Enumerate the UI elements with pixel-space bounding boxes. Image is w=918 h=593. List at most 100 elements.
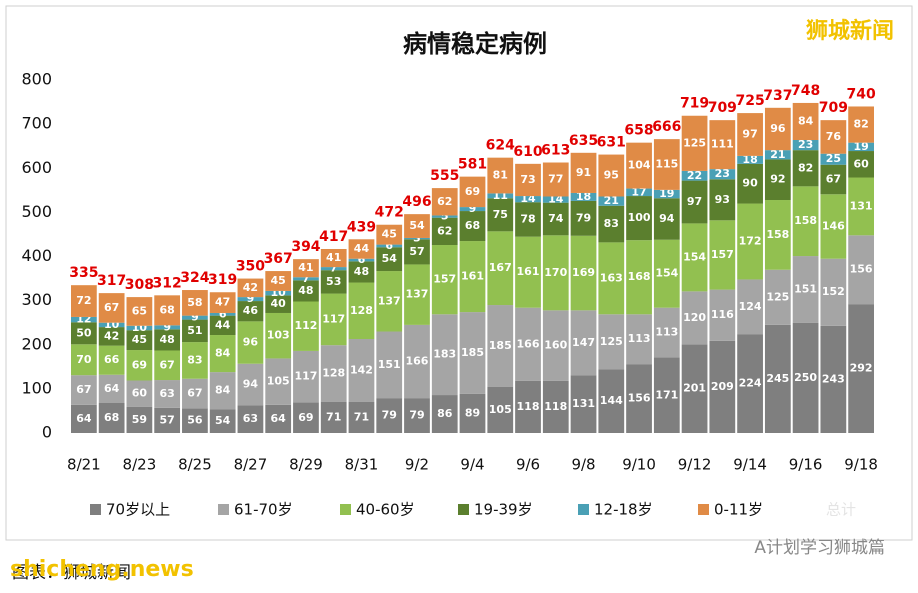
- bar-segment: [653, 307, 680, 358]
- bar-segment: [348, 339, 375, 402]
- segment-label: 75: [493, 208, 508, 221]
- bar-segment: [182, 290, 208, 316]
- bar-segment: [681, 170, 708, 181]
- bar-segment: [792, 150, 819, 187]
- bar-segment: [459, 241, 486, 313]
- segment-label: 46: [243, 304, 259, 317]
- segment-label: 41: [298, 261, 313, 274]
- bar-segment: [126, 406, 153, 433]
- bar-segment: [515, 380, 541, 433]
- segment-label: 76: [826, 130, 842, 143]
- segment-label: 6: [385, 239, 393, 252]
- bar-segment: [737, 113, 763, 156]
- bar-segment: [737, 279, 763, 335]
- watermark: shicheng.news: [10, 557, 194, 582]
- legend-swatch: [340, 504, 351, 515]
- segment-label: 21: [604, 194, 619, 207]
- segment-label: 58: [187, 296, 202, 309]
- segment-label: 5: [441, 210, 449, 223]
- bar-segment: [764, 324, 791, 433]
- bar-segment: [404, 264, 430, 325]
- x-tick-label: 9/8: [571, 456, 595, 474]
- segment-label: 60: [132, 387, 148, 400]
- segment-label: 90: [742, 177, 758, 190]
- x-tick-label: 9/12: [678, 456, 712, 474]
- segment-label: 146: [822, 219, 845, 232]
- segment-label: 9: [163, 320, 171, 333]
- segment-label: 117: [322, 312, 345, 325]
- bar-segment: [542, 235, 569, 311]
- bar-segment: [598, 196, 625, 206]
- bar-segment: [265, 358, 292, 405]
- bar-segment: [598, 205, 625, 243]
- bar-segment: [348, 261, 375, 283]
- bar-segment: [709, 340, 736, 433]
- bar-segment: [320, 267, 347, 271]
- bar-segment: [459, 312, 486, 394]
- bar-segment: [848, 106, 874, 143]
- bar-segment: [182, 319, 208, 343]
- total-label: 709: [708, 100, 737, 116]
- bar-segment: [653, 239, 680, 308]
- total-label: 719: [680, 96, 709, 112]
- segment-label: 113: [655, 326, 678, 339]
- bar-segment: [487, 305, 514, 387]
- bar-segment: [376, 331, 403, 399]
- segment-label: 209: [711, 380, 734, 393]
- bar-segment: [848, 142, 874, 152]
- bar-segment: [376, 271, 403, 332]
- segment-label: 44: [215, 318, 231, 331]
- segment-label: 63: [159, 387, 174, 400]
- segment-label: 111: [711, 138, 734, 151]
- bar-segment: [320, 293, 347, 346]
- segment-label: 224: [739, 377, 762, 390]
- bar-segment: [237, 301, 264, 322]
- bar-segment: [154, 380, 181, 408]
- bar-segment: [237, 297, 264, 302]
- bar-segment: [348, 239, 375, 259]
- segment-label: 144: [600, 394, 623, 407]
- bar-segment: [98, 327, 125, 346]
- segment-label: 112: [294, 319, 317, 332]
- bar-segment: [293, 277, 319, 281]
- bar-segment: [515, 307, 541, 381]
- segment-label: 79: [382, 409, 397, 422]
- wechat-credit: A计划学习狮城篇: [754, 538, 885, 558]
- bar-segment: [653, 139, 680, 190]
- y-tick-label: 800: [21, 70, 52, 89]
- segment-label: 161: [517, 265, 540, 278]
- segment-label: 168: [628, 270, 651, 283]
- total-label: 496: [402, 194, 431, 210]
- legend-label: 70岁以上: [106, 501, 170, 519]
- segment-label: 64: [76, 412, 92, 425]
- bar-segment: [404, 239, 430, 265]
- segment-label: 97: [687, 195, 702, 208]
- bar-segment: [487, 157, 514, 194]
- total-label: 335: [69, 265, 98, 281]
- bar-segment: [487, 193, 514, 199]
- bar-segment: [293, 402, 319, 433]
- bar-segment: [237, 363, 264, 406]
- segment-label: 172: [739, 234, 762, 247]
- segment-label: 78: [520, 212, 535, 225]
- y-tick-label: 500: [21, 202, 52, 221]
- segment-label: 158: [766, 228, 789, 241]
- bar-segment: [848, 235, 874, 305]
- segment-label: 63: [243, 412, 258, 425]
- x-tick-label: 9/14: [733, 456, 767, 474]
- bar-segment: [154, 407, 181, 433]
- bar-segment: [681, 180, 708, 224]
- bar-segment: [737, 155, 763, 164]
- bar-segment: [404, 324, 430, 399]
- segment-label: 45: [271, 274, 286, 287]
- segment-label: 160: [544, 339, 567, 352]
- legend-swatch: [90, 504, 101, 515]
- bar-segment: [653, 198, 680, 240]
- legend-label: 总计: [826, 501, 856, 519]
- segment-label: 19: [853, 140, 868, 153]
- legend-swatch: [698, 504, 709, 515]
- source-note: 图表：狮城新闻: [12, 563, 131, 583]
- segment-label: 56: [187, 414, 203, 427]
- bar-segment: [487, 198, 514, 232]
- segment-label: 250: [794, 371, 817, 384]
